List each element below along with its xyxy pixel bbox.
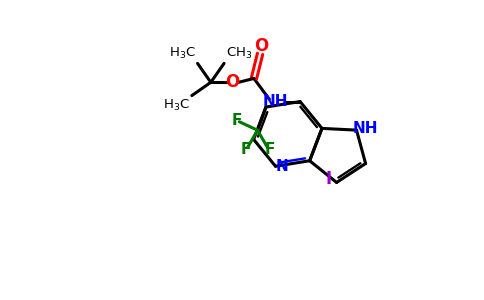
Text: H$_3$C: H$_3$C: [164, 98, 190, 113]
Text: F: F: [241, 142, 251, 158]
Text: I: I: [326, 169, 332, 188]
Text: CH$_3$: CH$_3$: [226, 46, 252, 61]
Text: H$_3$C: H$_3$C: [169, 46, 196, 61]
Text: NH: NH: [352, 121, 378, 136]
Text: O: O: [254, 37, 268, 55]
Text: F: F: [232, 113, 242, 128]
Text: O: O: [225, 73, 240, 91]
Text: NH: NH: [263, 94, 288, 109]
Text: F: F: [265, 142, 275, 158]
Text: N: N: [276, 159, 289, 174]
